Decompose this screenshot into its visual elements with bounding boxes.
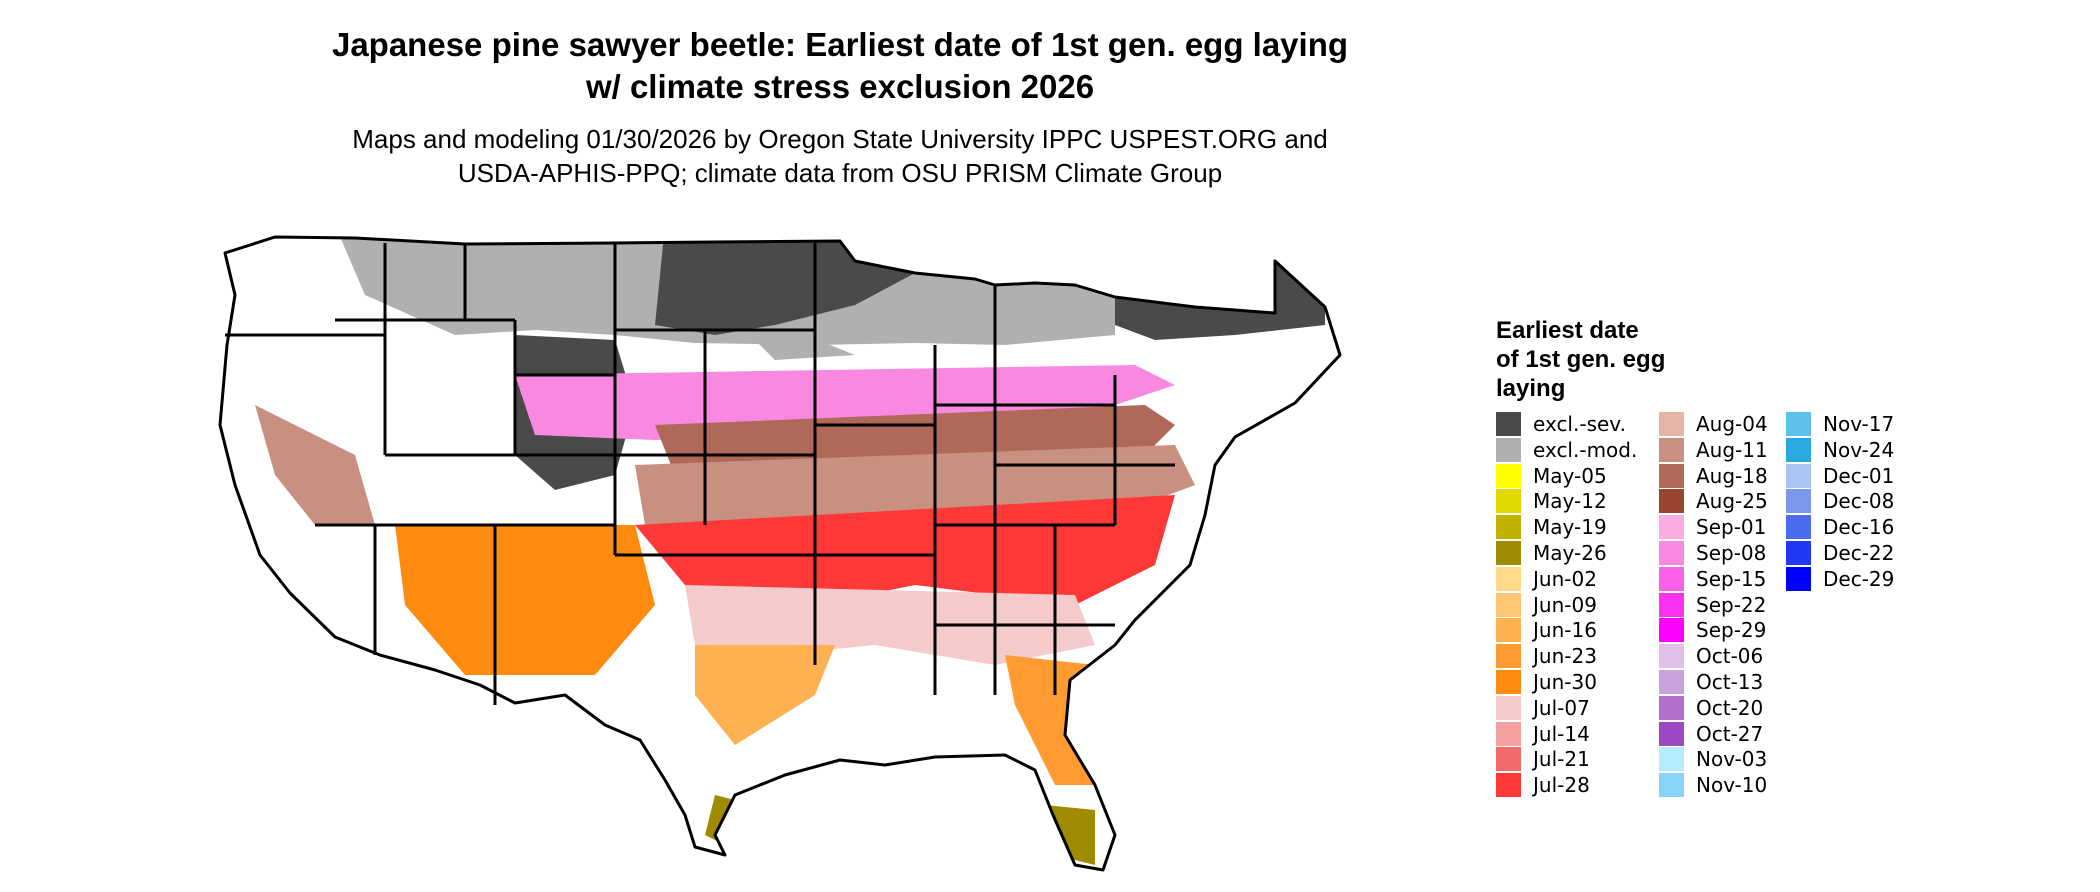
legend-swatch [1659, 540, 1684, 565]
legend-swatch [1659, 592, 1684, 617]
legend-title: Earliest date of 1st gen. egg laying [1496, 316, 1665, 403]
legend-swatch [1786, 437, 1811, 462]
legend-label: Aug-04 [1696, 412, 1768, 436]
legend-swatch [1496, 489, 1521, 514]
map-subtitle-line-1: Maps and modeling 01/30/2026 by Oregon S… [352, 124, 1328, 154]
legend-swatch [1496, 695, 1521, 720]
legend-swatch [1496, 618, 1521, 643]
legend-label: Dec-08 [1823, 489, 1895, 514]
legend-label: Dec-01 [1823, 463, 1895, 488]
legend-label: Oct-13 [1696, 669, 1764, 694]
legend-title-line-1: Earliest date [1496, 317, 1639, 344]
legend-label: Sep-15 [1696, 566, 1767, 591]
legend-swatch [1659, 644, 1684, 669]
legend-swatch [1786, 540, 1811, 565]
legend-label: Nov-03 [1696, 747, 1768, 772]
legend-label: Jul-14 [1533, 721, 1590, 746]
legend-swatch [1659, 489, 1684, 514]
legend-label: Jun-23 [1533, 644, 1597, 669]
legend-swatch [1659, 412, 1684, 436]
legend-label: Jun-16 [1533, 618, 1597, 643]
legend-label: May-19 [1533, 515, 1607, 540]
legend-label: Nov-10 [1696, 773, 1768, 798]
legend-label: Jul-28 [1533, 773, 1590, 798]
legend-title-line-3: laying [1496, 375, 1566, 402]
legend-label: Nov-17 [1823, 412, 1895, 436]
legend-swatch [1496, 463, 1521, 488]
legend-label: Jul-07 [1533, 695, 1590, 720]
legend-label: May-12 [1533, 489, 1607, 514]
legend-swatch [1659, 721, 1684, 746]
map-title: Japanese pine sawyer beetle: Earliest da… [230, 24, 1450, 108]
legend-swatch [1659, 437, 1684, 462]
legend-title-line-2: of 1st gen. egg [1496, 346, 1666, 373]
legend-label: excl.-sev. [1533, 412, 1626, 436]
legend-label: Jun-30 [1533, 669, 1597, 694]
legend-swatch [1786, 515, 1811, 540]
legend-label: Dec-16 [1823, 515, 1895, 540]
map-title-line-1: Japanese pine sawyer beetle: Earliest da… [331, 26, 1349, 63]
map-title-line-2: w/ climate stress exclusion 2026 [585, 68, 1095, 105]
legend-label: Sep-01 [1696, 515, 1767, 540]
legend-swatch [1496, 412, 1521, 436]
map-subtitle-line-2: USDA-APHIS-PPQ; climate data from OSU PR… [457, 158, 1223, 188]
legend-label: Nov-24 [1823, 437, 1895, 462]
legend-label: Aug-11 [1696, 437, 1768, 462]
legend-swatch [1496, 515, 1521, 540]
legend-label: Oct-27 [1696, 721, 1764, 746]
legend-swatch [1496, 592, 1521, 617]
legend-label: Jun-09 [1533, 592, 1597, 617]
legend-swatch [1659, 515, 1684, 540]
legend-swatch [1496, 721, 1521, 746]
map-fill-layer [220, 237, 1340, 870]
legend-swatch [1496, 437, 1521, 462]
legend-swatch [1659, 747, 1684, 772]
legend-swatch [1496, 747, 1521, 772]
legend-label: May-05 [1533, 463, 1607, 488]
us-map [218, 235, 1342, 872]
legend-label: Oct-06 [1696, 644, 1764, 669]
legend-label: Aug-25 [1696, 489, 1768, 514]
legend-swatch [1659, 773, 1684, 798]
legend-label: Jun-02 [1533, 566, 1597, 591]
legend-swatch [1659, 463, 1684, 488]
legend-swatch [1659, 618, 1684, 643]
state-boundaries [218, 235, 1342, 872]
legend-label: Dec-29 [1823, 566, 1895, 591]
legend-swatch [1659, 669, 1684, 694]
legend-swatch [1496, 773, 1521, 798]
map-subtitle: Maps and modeling 01/30/2026 by Oregon S… [230, 122, 1450, 190]
legend-swatch [1496, 644, 1521, 669]
legend-label: Oct-20 [1696, 695, 1764, 720]
legend-swatch [1659, 566, 1684, 591]
legend-label: Sep-22 [1696, 592, 1767, 617]
legend-label: Dec-22 [1823, 540, 1895, 565]
legend-swatch [1786, 566, 1811, 591]
legend-swatch [1496, 540, 1521, 565]
legend-label: May-26 [1533, 540, 1607, 565]
legend-label: Sep-29 [1696, 618, 1767, 643]
legend-swatch [1786, 412, 1811, 436]
legend-swatch [1496, 669, 1521, 694]
legend-swatch [1659, 695, 1684, 720]
legend-label: Sep-08 [1696, 540, 1767, 565]
legend-label: Jul-21 [1533, 747, 1590, 772]
legend-label: excl.-mod. [1533, 437, 1638, 462]
legend-swatch [1496, 566, 1521, 591]
legend-label: Aug-18 [1696, 463, 1768, 488]
legend-swatch [1786, 463, 1811, 488]
legend-swatch [1786, 489, 1811, 514]
